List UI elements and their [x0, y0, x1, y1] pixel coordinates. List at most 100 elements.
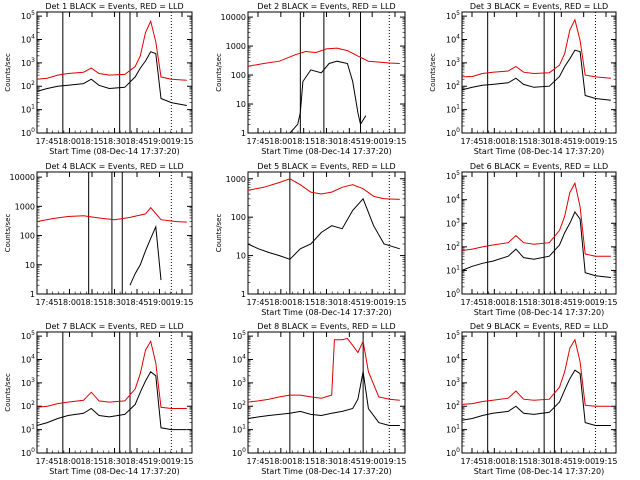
- x-tick-label: 19:15: [170, 457, 193, 466]
- detector-panel: 100 101 102 103 104 105 17:45 18:00 18:15 18:30 18…: [4, 322, 194, 476]
- x-tick-label: 17:45: [460, 298, 483, 307]
- y-tick-label: 104: [232, 353, 246, 364]
- x-tick-label: 18:15: [292, 298, 315, 307]
- x-tick-label: 18:30: [315, 298, 338, 307]
- events-line: [36, 370, 187, 431]
- y-tick-label: 10: [236, 252, 246, 261]
- x-tick-label: 18:30: [527, 137, 550, 146]
- panel-title: Det 1 BLACK = Events, RED = LLD: [45, 2, 183, 11]
- y-tick-label: 102: [21, 400, 35, 411]
- x-axis-label: Start Time (08-Dec-14 17:37:20): [474, 467, 605, 476]
- y-tick-label: 101: [21, 104, 35, 115]
- x-tick-label: 17:45: [35, 298, 58, 307]
- panel-title: Det 8 BLACK = Events, RED = LLD: [257, 322, 395, 331]
- y-tick-label: 101: [446, 264, 460, 275]
- x-tick-label: 18:30: [103, 298, 126, 307]
- x-tick-label: 18:45: [125, 137, 148, 146]
- y-tick-label: 105: [21, 10, 35, 21]
- y-tick-label: 104: [446, 353, 460, 364]
- panel-title: Det 3 BLACK = Events, RED = LLD: [470, 2, 608, 11]
- x-tick-label: 17:45: [246, 137, 269, 146]
- x-tick-label: 18:45: [550, 298, 573, 307]
- x-axis-label: Start Time (08-Dec-14 17:37:20): [261, 308, 392, 317]
- y-tick-label: 104: [21, 33, 35, 44]
- events-line: [36, 51, 187, 106]
- x-tick-label: 19:15: [383, 298, 406, 307]
- lld-line: [36, 206, 187, 223]
- lld-line: [247, 47, 400, 67]
- x-tick-label: 18:45: [338, 457, 361, 466]
- y-tick-label: 1000: [226, 42, 246, 51]
- events-line: [289, 60, 367, 134]
- x-axis-label: Start Time (08-Dec-14 17:37:20): [49, 467, 180, 476]
- events-line: [247, 371, 400, 426]
- y-tick-label: 100: [20, 232, 35, 241]
- lld-line: [247, 337, 400, 403]
- y-tick-label: 102: [232, 400, 246, 411]
- y-tick-label: 1: [30, 290, 35, 299]
- x-tick-label: 18:00: [269, 457, 292, 466]
- y-tick-label: 10000: [221, 13, 246, 22]
- x-tick-label: 19:15: [170, 137, 193, 146]
- y-tick-label: 105: [446, 170, 460, 181]
- y-axis-label: Counts/sec: [4, 373, 12, 412]
- y-tick-label: 104: [21, 353, 35, 364]
- x-tick-label: 18:30: [527, 457, 550, 466]
- x-tick-label: 19:00: [572, 457, 595, 466]
- x-axis-label: Start Time (08-Dec-14 17:37:20): [474, 147, 605, 156]
- panel-title: Det 5 BLACK = Events, RED = LLD: [257, 162, 395, 171]
- x-tick-label: 18:30: [315, 457, 338, 466]
- y-tick-label: 102: [446, 80, 460, 91]
- x-tick-label: 19:00: [361, 298, 384, 307]
- y-tick-label: 104: [446, 194, 460, 205]
- x-tick-label: 18:15: [505, 298, 528, 307]
- y-tick-label: 100: [231, 213, 246, 222]
- events-line: [129, 224, 162, 286]
- x-tick-label: 18:45: [125, 298, 148, 307]
- x-tick-label: 17:45: [246, 298, 269, 307]
- y-tick-label: 10000: [10, 173, 35, 182]
- y-tick-label: 1: [241, 129, 246, 138]
- events-line: [461, 211, 611, 278]
- plot-frame: [247, 331, 406, 454]
- plot-frame: [36, 331, 193, 454]
- x-tick-label: 17:45: [35, 457, 58, 466]
- x-tick-label: 19:00: [572, 137, 595, 146]
- x-tick-label: 19:00: [361, 137, 384, 146]
- y-tick-label: 100: [21, 127, 35, 138]
- x-tick-label: 18:30: [103, 137, 126, 146]
- y-tick-label: 101: [446, 104, 460, 115]
- y-axis-label: Counts/sec: [215, 214, 223, 253]
- x-tick-label: 18:30: [527, 298, 550, 307]
- y-tick-label: 105: [232, 330, 246, 341]
- x-tick-label: 18:45: [125, 457, 148, 466]
- x-tick-label: 18:00: [269, 298, 292, 307]
- lld-line: [461, 181, 611, 257]
- y-tick-label: 10: [25, 261, 35, 270]
- x-tick-label: 18:15: [80, 457, 103, 466]
- x-tick-label: 19:15: [383, 137, 406, 146]
- x-tick-label: 18:45: [338, 298, 361, 307]
- x-tick-label: 19:00: [148, 298, 171, 307]
- plot-frame: [247, 171, 406, 295]
- y-tick-label: 103: [446, 57, 460, 68]
- x-tick-label: 18:00: [58, 457, 81, 466]
- x-tick-label: 18:00: [269, 137, 292, 146]
- y-tick-label: 105: [446, 10, 460, 21]
- y-tick-label: 100: [232, 447, 246, 458]
- x-tick-label: 19:00: [148, 457, 171, 466]
- lld-line: [461, 18, 611, 79]
- x-tick-label: 17:45: [460, 137, 483, 146]
- x-tick-label: 18:30: [315, 137, 338, 146]
- x-tick-label: 18:45: [550, 457, 573, 466]
- events-line: [461, 49, 611, 101]
- x-tick-label: 18:00: [483, 137, 506, 146]
- y-tick-label: 100: [446, 447, 460, 458]
- x-tick-label: 18:00: [483, 298, 506, 307]
- x-tick-label: 19:15: [170, 298, 193, 307]
- y-tick-label: 103: [21, 377, 35, 388]
- y-tick-label: 101: [21, 424, 35, 435]
- x-axis-label: Start Time (08-Dec-14 17:37:20): [261, 467, 392, 476]
- x-tick-label: 18:45: [338, 137, 361, 146]
